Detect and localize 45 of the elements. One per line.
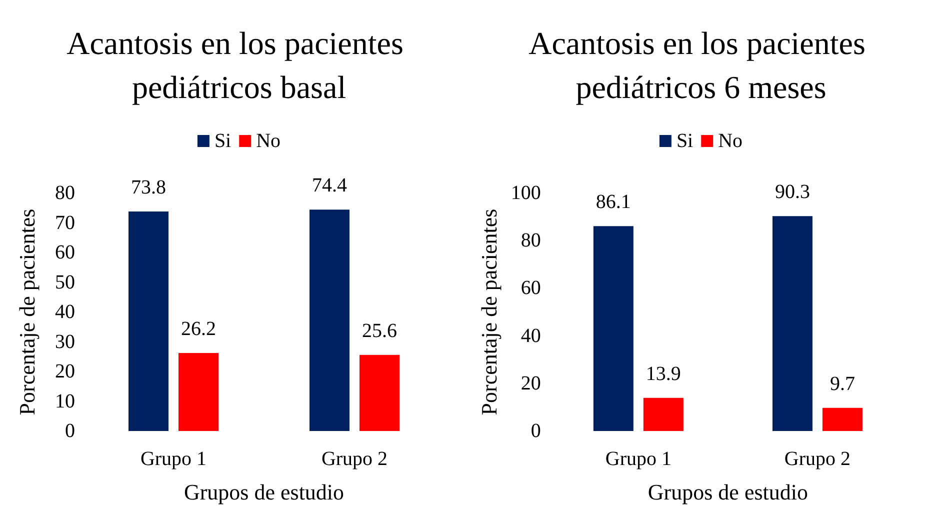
bar — [360, 354, 400, 431]
bar — [310, 210, 350, 431]
bar — [128, 211, 168, 431]
bar — [593, 226, 634, 431]
x-axis-title: Grupos de estudio — [184, 480, 344, 504]
data-label: 74.4 — [312, 174, 347, 197]
y-tick-label: 0 — [65, 420, 75, 442]
y-tick-label: 60 — [520, 277, 541, 300]
y-tick-label: 20 — [55, 360, 75, 382]
y-tick-label: 80 — [520, 230, 541, 252]
y-tick-label: 20 — [520, 372, 541, 394]
bar — [822, 408, 862, 431]
y-tick-label: 70 — [55, 212, 75, 234]
data-label: 90.3 — [774, 181, 810, 204]
x-tick-label: Grupo 2 — [321, 448, 388, 470]
chart-title: Acantosis en los pacientes pediátricos basal — [66, 25, 412, 105]
y-tick-label: 30 — [55, 330, 75, 353]
legend-label: Si — [214, 130, 232, 152]
bar — [772, 216, 812, 431]
legend-label: No — [718, 130, 743, 152]
data-label: 25.6 — [362, 320, 397, 342]
y-tick-label: 40 — [520, 324, 541, 347]
data-label: 73.8 — [131, 176, 166, 198]
data-label: 26.2 — [181, 318, 216, 340]
y-tick-label: 60 — [55, 242, 75, 264]
legend-label: Si — [676, 130, 694, 152]
data-label: 86.1 — [596, 191, 631, 214]
bar — [643, 398, 684, 431]
legend-label: No — [256, 130, 281, 152]
y-tick-label: 80 — [55, 182, 75, 204]
data-label: 13.9 — [646, 362, 681, 385]
x-tick-label: Grupo 1 — [140, 448, 207, 470]
y-axis-title: Porcentaje de pacientes — [14, 208, 40, 416]
x-axis-title: Grupos de estudio — [648, 480, 808, 504]
x-tick-label: Grupo 2 — [784, 448, 851, 470]
y-tick-label: 50 — [55, 271, 75, 294]
y-tick-label: 40 — [55, 301, 75, 323]
data-label: 9.7 — [830, 372, 855, 395]
y-axis-title: Porcentaje de pacientes — [476, 208, 502, 416]
bar — [178, 353, 218, 431]
x-tick-label: Grupo 1 — [605, 448, 672, 470]
y-tick-label: 0 — [530, 420, 541, 442]
chart-title: Acantosis en los pacientes pediátricos 6 meses — [528, 25, 874, 105]
y-tick-label: 100 — [510, 182, 541, 204]
y-tick-label: 10 — [55, 390, 75, 412]
